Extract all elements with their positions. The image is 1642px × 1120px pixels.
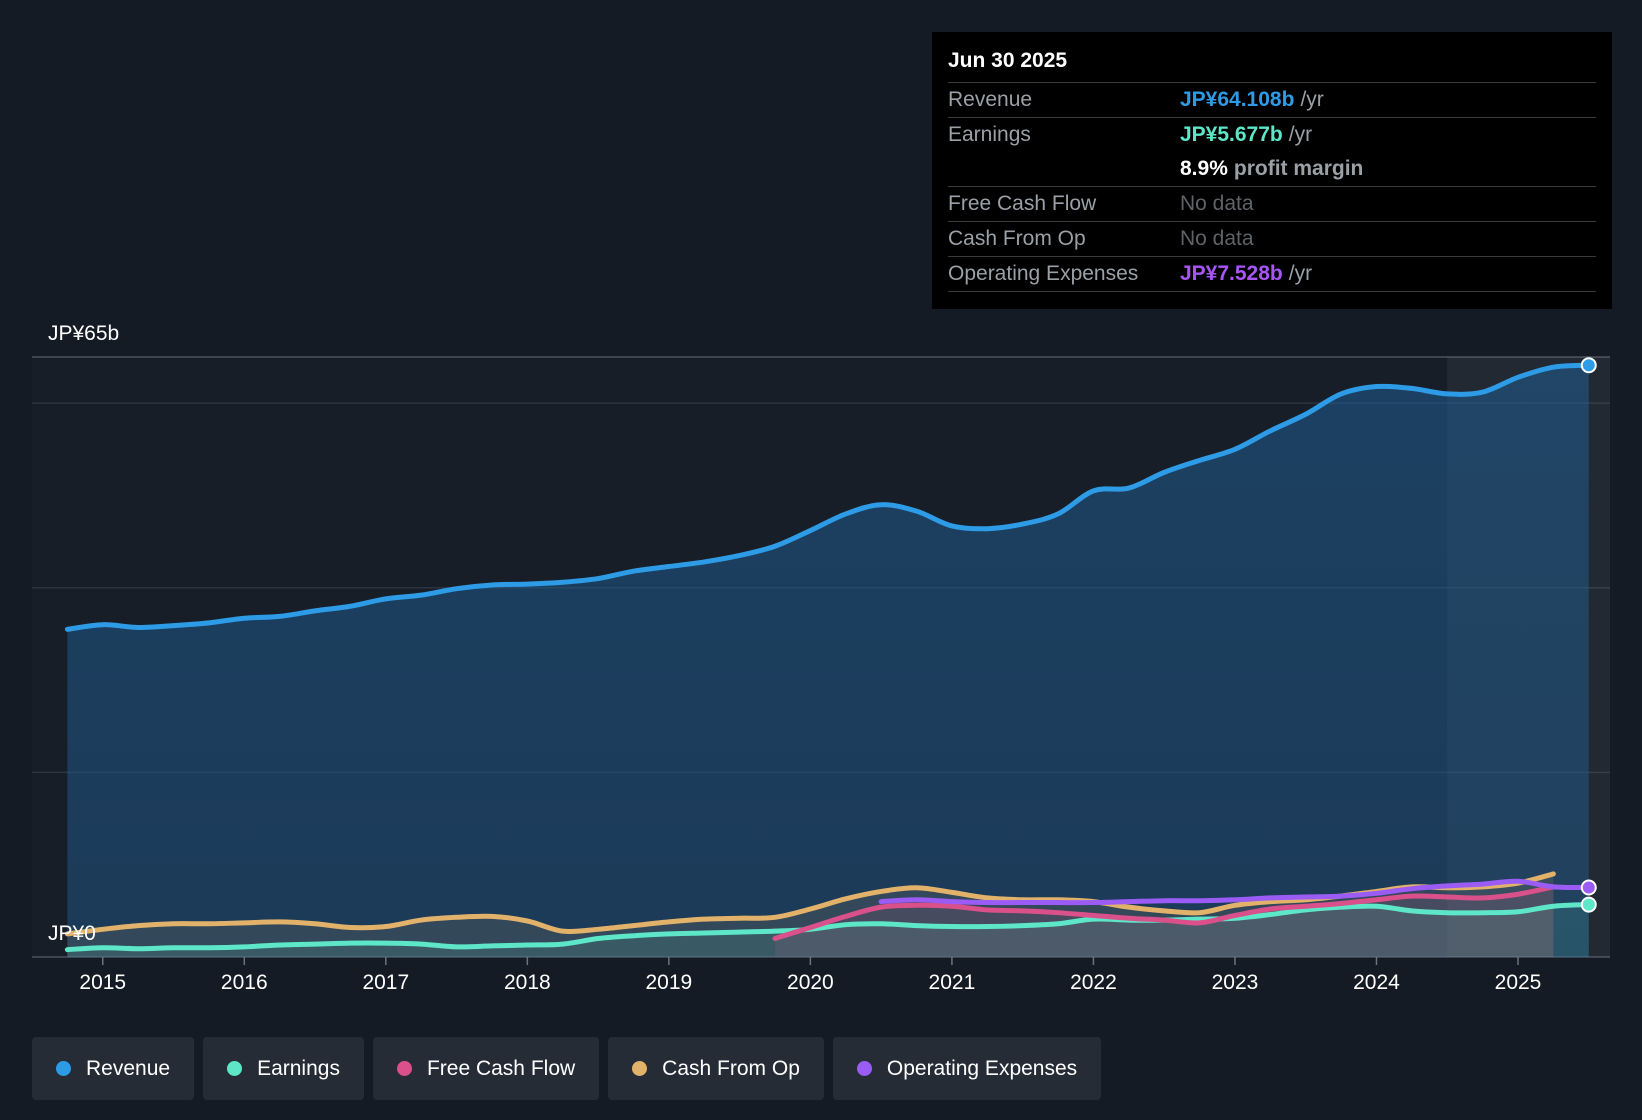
legend-label: Cash From Op (662, 1056, 800, 1080)
tooltip-row-revenue: Revenue JP¥64.108b /yr (948, 82, 1596, 117)
legend-item-revenue[interactable]: Revenue (32, 1037, 195, 1100)
tooltip-value: No data (1180, 192, 1254, 215)
free-cash-flow-dot-icon (396, 1061, 412, 1076)
tooltip-value: JP¥7.528b (1180, 262, 1283, 285)
legend-item-cash-from-op[interactable]: Cash From Op (608, 1037, 824, 1100)
legend-label: Operating Expenses (886, 1056, 1078, 1080)
legend-label: Revenue (86, 1056, 171, 1080)
series-lines (64, 362, 1592, 953)
x-tick-label: 2018 (504, 971, 551, 994)
tooltip-unit: /yr (1288, 262, 1313, 285)
operating-expenses-dot-icon (856, 1061, 872, 1076)
cash-from-op-line[interactable] (64, 871, 1556, 937)
tooltip-label: Revenue (948, 88, 1033, 111)
tooltip-label: Earnings (948, 123, 1031, 146)
earnings-line[interactable] (64, 902, 1592, 953)
tooltip: Jun 30 2025 Revenue JP¥64.108b /yr Earni… (932, 32, 1612, 309)
legend-label: Earnings (257, 1056, 340, 1080)
tooltip-label: Operating Expenses (948, 262, 1139, 285)
tooltip-label: Cash From Op (948, 227, 1086, 250)
cash-from-op-dot-icon (632, 1061, 648, 1076)
earnings-dot-icon (227, 1061, 243, 1076)
tooltip-bottom-rule (948, 291, 1596, 292)
revenue-line[interactable] (64, 362, 1592, 632)
tooltip-row-earnings: Earnings JP¥5.677b /yr (948, 117, 1596, 152)
earnings-area (67, 904, 1589, 957)
cash-from-op-area (67, 873, 1554, 957)
x-tick-label: 2020 (787, 971, 834, 994)
legend-label: Free Cash Flow (426, 1056, 576, 1080)
x-tick-label: 2025 (1495, 971, 1542, 994)
x-tick-label: 2015 (79, 971, 126, 994)
tooltip-unit: /yr (1288, 123, 1313, 146)
revenue-area (67, 365, 1589, 957)
x-tick-label: 2016 (221, 971, 268, 994)
tooltip-value: JP¥5.677b (1180, 123, 1283, 146)
y-axis-top-label: JP¥65b (48, 322, 119, 345)
tooltip-row-margin: 8.9% profit margin (948, 152, 1596, 186)
tooltip-row-opex: Operating Expenses JP¥7.528b /yr (948, 256, 1596, 291)
tooltip-row-cfo: Cash From Op No data (948, 221, 1596, 256)
x-axis-ticks: 2015 2016 2017 2018 2019 2020 2021 2022 2023 2024… (79, 957, 1541, 994)
legend-item-earnings[interactable]: Earnings (203, 1037, 364, 1100)
revenue-dot-icon (56, 1061, 71, 1076)
tooltip-unit: /yr (1300, 88, 1324, 111)
x-tick-label: 2019 (646, 971, 693, 994)
tooltip-date: Jun 30 2025 (948, 49, 1068, 72)
free-cash-flow-line[interactable] (772, 884, 1556, 942)
earnings-end-marker[interactable] (1580, 896, 1597, 913)
x-tick-label: 2017 (362, 971, 409, 994)
series-end-markers (1580, 357, 1597, 913)
x-tick-label: 2022 (1070, 971, 1117, 994)
operating-expenses-line[interactable] (878, 878, 1592, 906)
legend: Revenue Earnings Free Cash Flow Cash Fro… (32, 1037, 1102, 1100)
tooltip-value: No data (1180, 227, 1254, 250)
x-tick-label: 2024 (1353, 971, 1400, 994)
operating-expenses-end-marker[interactable] (1580, 879, 1597, 896)
legend-item-operating-expenses[interactable]: Operating Expenses (832, 1037, 1102, 1100)
y-axis-bottom-label: JP¥0 (48, 922, 96, 945)
tooltip-row-fcf: Free Cash Flow No data (948, 186, 1596, 221)
tooltip-margin-text: profit margin (1233, 157, 1364, 180)
revenue-end-marker[interactable] (1580, 357, 1597, 374)
x-tick-label: 2021 (929, 971, 976, 994)
legend-item-free-cash-flow[interactable]: Free Cash Flow (372, 1037, 600, 1100)
tooltip-label: Free Cash Flow (948, 192, 1097, 215)
tooltip-margin-value: 8.9% (1180, 157, 1228, 180)
tooltip-value: JP¥64.108b (1180, 88, 1295, 111)
x-tick-label: 2023 (1212, 971, 1259, 994)
